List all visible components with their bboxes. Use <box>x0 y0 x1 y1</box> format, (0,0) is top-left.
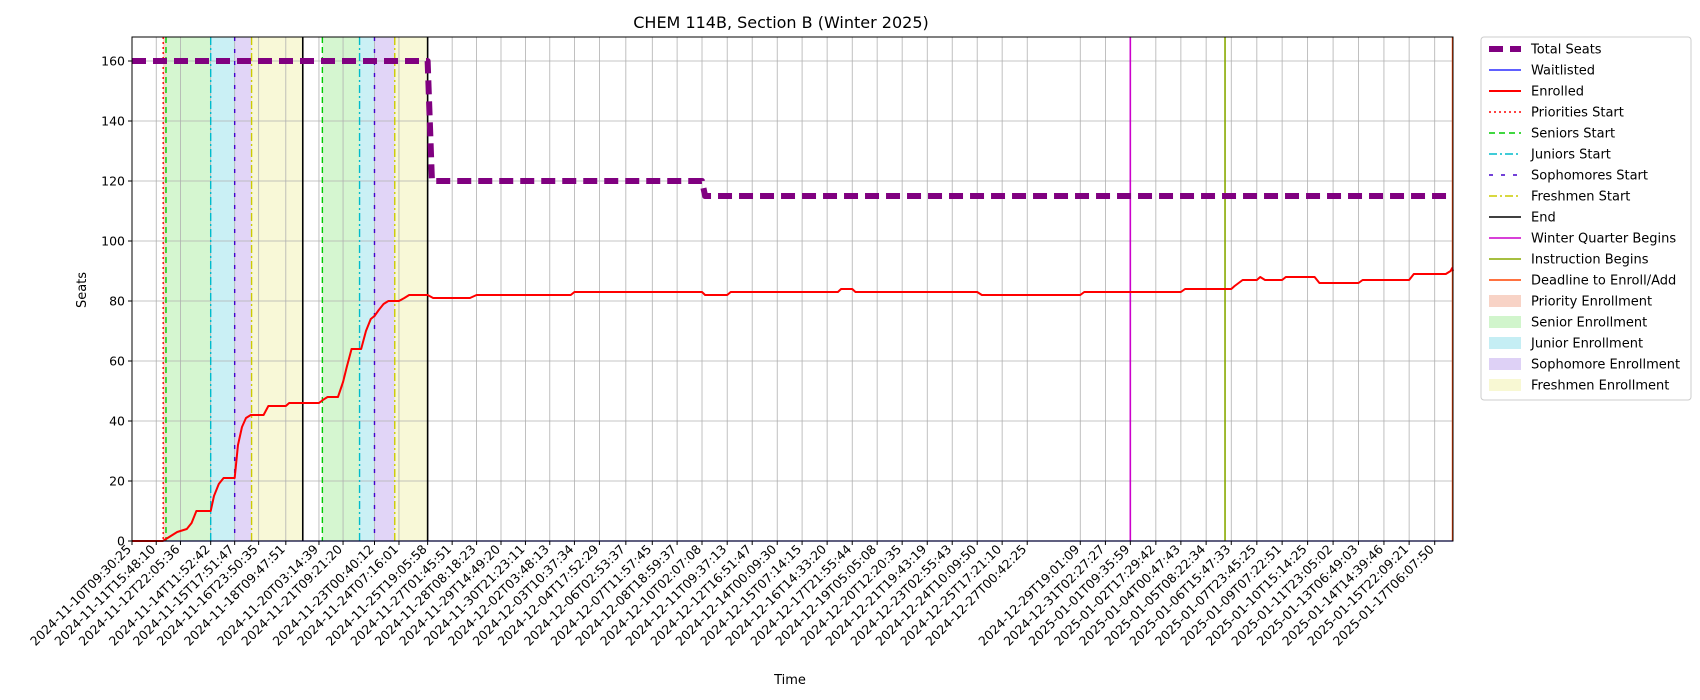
legend-label: Enrolled <box>1531 85 1584 100</box>
legend-label: Deadline to Enroll/Add <box>1531 274 1676 289</box>
plot-frame <box>131 36 1454 542</box>
y-axis-label: Seats <box>75 272 90 308</box>
legend-label: Freshmen Start <box>1531 190 1630 205</box>
enrollment-span <box>322 37 360 541</box>
legend-label: Seniors Start <box>1531 127 1615 142</box>
legend-label: Sophomore Enrollment <box>1531 358 1680 373</box>
legend-label: Winter Quarter Begins <box>1531 232 1676 247</box>
legend-marker <box>1489 358 1521 370</box>
enrollment-span <box>210 37 235 541</box>
legend-label: Priorities Start <box>1531 106 1624 121</box>
enrollment-span <box>163 37 166 541</box>
y-tick-label: 100 <box>101 234 125 249</box>
series-line <box>132 267 1454 542</box>
legend-label: Instruction Begins <box>1531 253 1649 268</box>
plot-area: 0204060801001201401602024-11-10T09:30:25… <box>27 36 1454 649</box>
chart-title: CHEM 114B, Section B (Winter 2025) <box>633 13 929 32</box>
x-axis-label: Time <box>773 673 806 688</box>
y-tick-label: 160 <box>101 54 125 69</box>
legend: Total Seats Waitlisted Enrolled Priorities … <box>1480 36 1692 401</box>
enrollment-span <box>359 37 375 541</box>
y-tick-label: 0 <box>117 534 125 549</box>
legend-marker <box>1489 337 1521 349</box>
legend-label: Senior Enrollment <box>1531 316 1647 331</box>
legend-label: Waitlisted <box>1531 64 1595 79</box>
enrollment-span <box>394 37 428 541</box>
y-tick-label: 60 <box>109 354 125 369</box>
legend-marker <box>1489 379 1521 391</box>
legend-label: Freshmen Enrollment <box>1531 379 1669 394</box>
enrollment-span <box>374 37 395 541</box>
enrollment-span <box>251 37 303 541</box>
series-line <box>132 58 1453 199</box>
legend-marker <box>1489 316 1521 328</box>
enrollment-span <box>234 37 252 541</box>
legend-label: End <box>1531 211 1556 226</box>
y-tick-label: 80 <box>109 294 125 309</box>
legend-label: Total Seats <box>1530 43 1602 58</box>
y-tick-label: 120 <box>101 174 125 189</box>
legend-label: Junior Enrollment <box>1530 337 1643 352</box>
legend-label: Juniors Start <box>1530 148 1611 163</box>
legend-label: Priority Enrollment <box>1531 295 1652 310</box>
y-tick-label: 40 <box>109 414 125 429</box>
legend-box <box>1480 36 1692 401</box>
y-tick-label: 140 <box>101 114 125 129</box>
legend-label: Sophomores Start <box>1531 169 1648 184</box>
y-tick-label: 20 <box>109 474 125 489</box>
enrollment-span <box>165 37 211 541</box>
legend-marker <box>1489 295 1521 307</box>
